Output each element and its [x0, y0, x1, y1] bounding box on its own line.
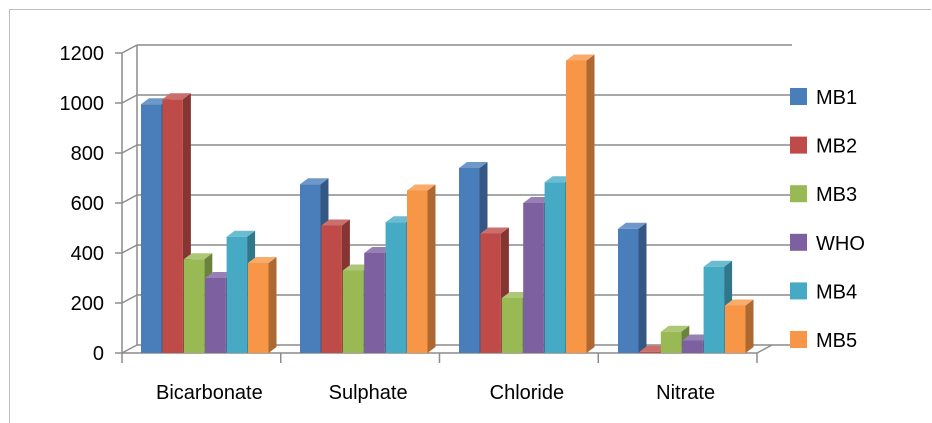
- y-tick-label: 1200: [60, 43, 105, 65]
- bar-top: [342, 264, 372, 271]
- bar: [183, 259, 205, 353]
- x-tick-label: Bicarbonate: [156, 382, 263, 404]
- legend: MB1 MB2 MB3 WHO MB4 MB5: [790, 87, 865, 352]
- bar: [544, 182, 566, 353]
- bar-top: [523, 197, 552, 203]
- bar: [364, 253, 385, 353]
- bar: [342, 270, 364, 353]
- bar-top: [660, 325, 690, 332]
- bar-side: [427, 184, 436, 353]
- bar-top: [725, 299, 754, 306]
- bar: [205, 278, 226, 353]
- bar: [618, 228, 639, 353]
- bar-side: [586, 54, 595, 353]
- bar-top: [566, 54, 595, 61]
- legend-label: WHO: [816, 233, 865, 255]
- legend-swatch: [790, 88, 807, 105]
- bar-top: [248, 257, 277, 263]
- bars: [141, 54, 754, 353]
- gridline-side: [121, 344, 138, 354]
- y-tick-label: 0: [93, 343, 104, 365]
- bar-top: [205, 272, 234, 278]
- bar: [639, 351, 660, 353]
- bar-top: [703, 260, 733, 267]
- legend-label: MB3: [816, 184, 857, 206]
- y-tick-label: 400: [71, 243, 104, 265]
- bar-top: [618, 222, 647, 229]
- bar: [660, 331, 682, 353]
- legend-swatch: [790, 282, 807, 300]
- bar: [459, 168, 480, 353]
- bar: [226, 236, 248, 353]
- bar-top: [639, 345, 668, 352]
- bar-top: [501, 292, 531, 298]
- legend-swatch: [790, 136, 807, 154]
- legend-swatch: [790, 233, 807, 251]
- bar: [248, 263, 269, 353]
- bar-top: [459, 162, 488, 168]
- bar: [162, 99, 183, 353]
- gridline-side: [121, 44, 138, 54]
- legend-label: MB1: [816, 87, 857, 109]
- x-tick-label: Chloride: [490, 382, 564, 404]
- gridline-side: [121, 294, 138, 304]
- bar-top: [480, 227, 509, 234]
- bar: [566, 60, 587, 353]
- chart-frame: [9, 9, 931, 423]
- y-tick-label: 600: [71, 193, 104, 215]
- bar-side: [268, 257, 277, 353]
- bar: [300, 184, 321, 353]
- y-tick-label: 200: [71, 293, 104, 315]
- bar: [703, 266, 725, 353]
- bar-top: [141, 98, 170, 105]
- bar-top: [162, 93, 191, 100]
- x-axis-edge: [756, 344, 773, 354]
- bar: [682, 340, 703, 353]
- bar-top: [385, 216, 415, 223]
- bar-top: [364, 247, 393, 253]
- bar-top: [544, 176, 574, 183]
- gridline-side: [121, 144, 138, 154]
- bar: [385, 222, 407, 353]
- y-tick-label: 800: [71, 143, 104, 165]
- gridline-side: [121, 194, 138, 204]
- legend-label: MB5: [816, 330, 857, 352]
- gridline-side: [121, 94, 138, 104]
- axis-labels: 0 200 400 600 800 1000 1200 Bicarbonate Sulphate…: [60, 43, 716, 404]
- bar: [141, 104, 162, 353]
- bar-top: [300, 178, 329, 185]
- legend-swatch: [790, 185, 807, 203]
- bar: [501, 298, 523, 353]
- x-tick-label: Nitrate: [656, 382, 715, 404]
- bar-top: [226, 230, 256, 237]
- bar-side: [638, 222, 647, 353]
- bar: [480, 233, 501, 353]
- legend-label: MB4: [816, 281, 857, 303]
- gridline-side: [121, 244, 138, 254]
- legend-swatch: [790, 331, 807, 348]
- x-tick-label: Sulphate: [329, 382, 408, 404]
- bar-top: [183, 253, 213, 260]
- bar-top: [321, 219, 350, 226]
- bar: [321, 225, 342, 353]
- legend-label: MB2: [816, 136, 857, 158]
- bar-side: [745, 299, 754, 353]
- bar: [725, 305, 746, 353]
- bar: [523, 203, 544, 353]
- bar: [407, 190, 428, 353]
- y-tick-label: 1000: [60, 93, 105, 115]
- bar-top: [407, 184, 436, 191]
- bar-top: [682, 334, 711, 341]
